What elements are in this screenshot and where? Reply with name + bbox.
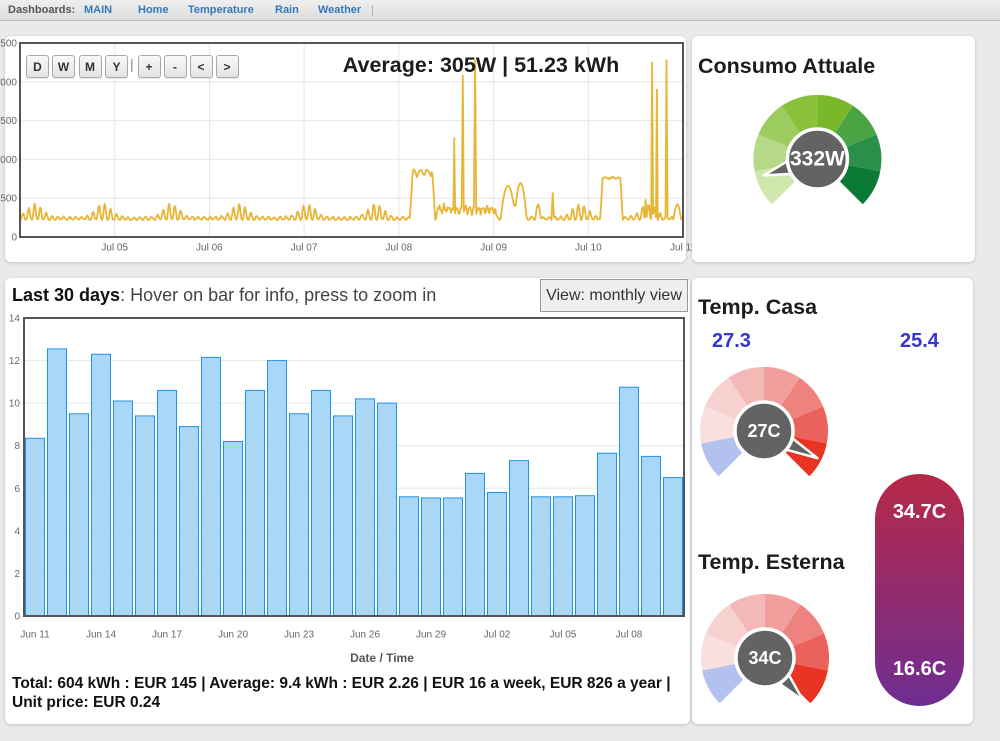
svg-text:10: 10 xyxy=(9,399,21,410)
svg-text:16.6C: 16.6C xyxy=(893,658,946,680)
svg-text:Jul 08: Jul 08 xyxy=(386,243,413,254)
svg-text:Jul 08: Jul 08 xyxy=(616,630,643,641)
svg-text:Jul 05: Jul 05 xyxy=(101,243,128,254)
svg-text:0: 0 xyxy=(14,612,20,623)
svg-text:Jul 11: Jul 11 xyxy=(670,243,696,254)
svg-text:2500: 2500 xyxy=(0,39,17,50)
svg-text:Date / Time: Date / Time xyxy=(350,651,414,665)
svg-text:Jul 02: Jul 02 xyxy=(484,630,511,641)
svg-text:Jun 17: Jun 17 xyxy=(152,630,182,641)
svg-text:4: 4 xyxy=(14,526,20,537)
svg-text:0: 0 xyxy=(11,233,17,244)
svg-text:Jun 29: Jun 29 xyxy=(416,630,446,641)
svg-text:1500: 1500 xyxy=(0,116,17,127)
svg-text:34C: 34C xyxy=(748,648,781,668)
svg-text:2000: 2000 xyxy=(0,77,17,88)
svg-text:34.7C: 34.7C xyxy=(893,501,946,523)
svg-text:500: 500 xyxy=(0,194,17,205)
svg-text:Jul 07: Jul 07 xyxy=(291,243,318,254)
svg-text:6: 6 xyxy=(14,484,20,495)
svg-text:27C: 27C xyxy=(747,421,780,441)
svg-text:12: 12 xyxy=(9,356,21,367)
svg-text:Jun 11: Jun 11 xyxy=(20,630,50,641)
svg-text:1000: 1000 xyxy=(0,155,17,166)
svg-text:Jun 26: Jun 26 xyxy=(350,630,380,641)
svg-text:Jun 20: Jun 20 xyxy=(218,630,248,641)
svg-text:Jun 14: Jun 14 xyxy=(86,630,116,641)
svg-text:Jul 09: Jul 09 xyxy=(480,243,507,254)
svg-text:2: 2 xyxy=(14,569,20,580)
svg-text:14: 14 xyxy=(9,314,21,325)
svg-text:8: 8 xyxy=(14,441,20,452)
svg-text:Jul 06: Jul 06 xyxy=(196,243,223,254)
svg-text:Jul 05: Jul 05 xyxy=(550,630,577,641)
svg-text:Jun 23: Jun 23 xyxy=(284,630,314,641)
svg-text:332W: 332W xyxy=(790,148,845,171)
svg-text:Jul 10: Jul 10 xyxy=(575,243,602,254)
